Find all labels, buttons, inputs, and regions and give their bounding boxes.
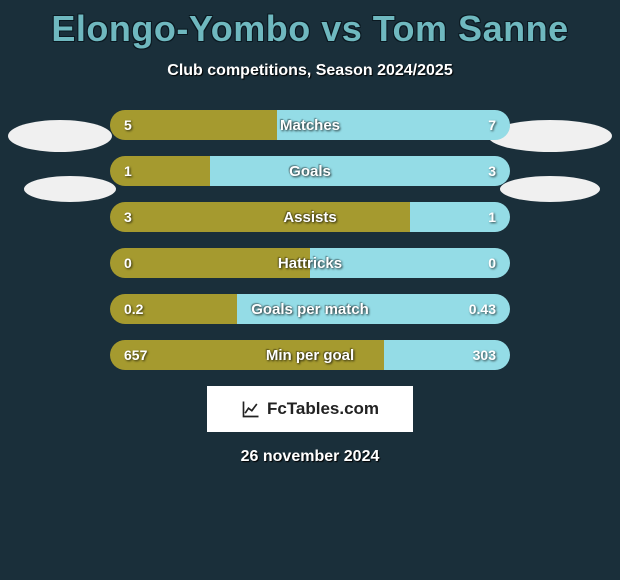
stat-value-right: 3 — [488, 156, 496, 186]
stat-value-left: 1 — [124, 156, 132, 186]
stat-bars: 57Matches13Goals31Assists00Hattricks0.20… — [110, 110, 510, 370]
brand-text: FcTables.com — [267, 399, 379, 419]
brand-box[interactable]: FcTables.com — [207, 386, 413, 432]
stat-bar-row: 13Goals — [110, 156, 510, 186]
stat-bar-left — [110, 202, 410, 232]
stat-value-left: 0 — [124, 248, 132, 278]
stat-value-left: 657 — [124, 340, 147, 370]
stat-bar-left — [110, 110, 277, 140]
stat-value-right: 0.43 — [469, 294, 496, 324]
stat-bar-row: 0.20.43Goals per match — [110, 294, 510, 324]
stat-value-right: 303 — [473, 340, 496, 370]
stat-value-right: 0 — [488, 248, 496, 278]
stat-value-left: 3 — [124, 202, 132, 232]
stat-value-left: 5 — [124, 110, 132, 140]
stat-bar-right — [277, 110, 510, 140]
player-oval — [24, 176, 116, 202]
subtitle: Club competitions, Season 2024/2025 — [0, 62, 620, 80]
stat-bar-row: 31Assists — [110, 202, 510, 232]
date-label: 26 november 2024 — [0, 448, 620, 466]
stat-bar-right — [210, 156, 510, 186]
player-oval — [8, 120, 112, 152]
player-oval — [500, 176, 600, 202]
stat-bar-row: 00Hattricks — [110, 248, 510, 278]
stat-bar-row: 57Matches — [110, 110, 510, 140]
stat-bar-row: 657303Min per goal — [110, 340, 510, 370]
page-title: Elongo-Yombo vs Tom Sanne — [0, 0, 620, 50]
stat-bar-right — [310, 248, 510, 278]
stat-value-right: 7 — [488, 110, 496, 140]
stat-bar-left — [110, 248, 310, 278]
chart-icon — [241, 399, 261, 419]
stat-bar-left — [110, 340, 384, 370]
stat-value-left: 0.2 — [124, 294, 143, 324]
stat-value-right: 1 — [488, 202, 496, 232]
